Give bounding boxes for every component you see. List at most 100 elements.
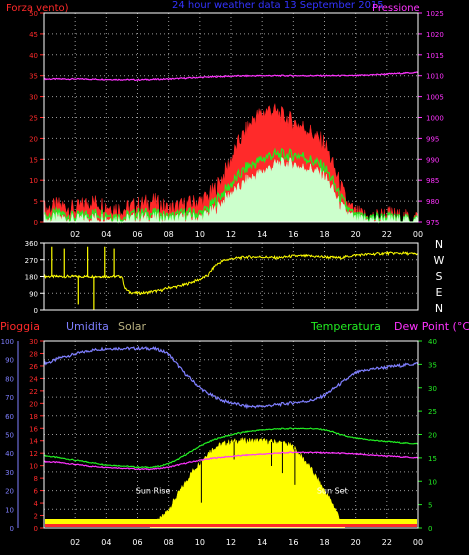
x-tick-label: 02	[70, 230, 80, 239]
series-solar	[149, 437, 346, 529]
x-tick-label: 10	[195, 538, 205, 547]
pressure-axis-label: Pressione	[372, 3, 420, 14]
temperature-tick-label: 0	[428, 525, 432, 533]
x-tick-label: 06	[132, 538, 142, 547]
compass-label: N	[435, 238, 443, 251]
humidity-tick-label: 70	[5, 394, 14, 402]
pressure-tick-label: 1010	[426, 73, 444, 81]
humidity-tick-label: 0	[10, 525, 14, 533]
rain-tick-label: 24	[29, 375, 38, 383]
direction-tick-label: 0	[34, 307, 38, 315]
x-tick-label: 04	[101, 230, 111, 239]
wind-tick-label: 20	[29, 135, 38, 143]
humidity-tick-label: 50	[5, 432, 14, 440]
rain-tick-label: 18	[29, 413, 38, 421]
rain-tick-label: 22	[29, 388, 38, 396]
wind-tick-label: 35	[29, 73, 38, 81]
series-humidity	[43, 345, 419, 410]
x-tick-label: 08	[164, 230, 174, 239]
rain-tick-label: 20	[29, 400, 38, 408]
series-avg_wind	[43, 147, 419, 224]
rain-tick-label: 2	[34, 513, 38, 521]
wind-tick-label: 25	[29, 115, 38, 123]
pressure-tick-label: 985	[426, 177, 439, 185]
humidity-tick-label: 40	[5, 450, 14, 458]
wind-tick-label: 30	[29, 94, 38, 102]
wind-speed-pressure-panel: 0510152025303540455097598098599099510001…	[29, 10, 444, 239]
x-tick-label: 06	[132, 230, 142, 239]
x-tick-label: 16	[288, 230, 298, 239]
rain-tick-label: 10	[29, 463, 38, 471]
compass-label: N	[435, 302, 443, 315]
wind-tick-label: 50	[29, 10, 38, 18]
pressure-tick-label: 1020	[426, 31, 444, 39]
x-tick-label: 00	[413, 230, 423, 239]
direction-tick-label: 270	[25, 257, 38, 265]
temperature-tick-label: 35	[428, 361, 437, 369]
pressure-tick-label: 980	[426, 198, 439, 206]
humidity-tick-label: 100	[1, 338, 14, 346]
humidity-tick-label: 20	[5, 488, 14, 496]
rain-tick-label: 26	[29, 363, 38, 371]
temperature-tick-label: 30	[428, 385, 437, 393]
pressure-tick-label: 1025	[426, 10, 444, 18]
pressure-tick-label: 995	[426, 135, 439, 143]
x-tick-label: 14	[257, 230, 267, 239]
pressure-tick-label: 975	[426, 219, 439, 227]
rain-tick-label: 0	[34, 525, 38, 533]
series-wind-direction	[43, 250, 419, 296]
series-temperature	[43, 427, 419, 469]
x-tick-label: 22	[382, 538, 392, 547]
rain-tick-label: 4	[34, 500, 39, 508]
x-tick-label: 08	[164, 538, 174, 547]
x-tick-label: 20	[351, 538, 361, 547]
pressure-tick-label: 1015	[426, 52, 444, 60]
direction-tick-label: 180	[25, 274, 38, 282]
series-pressure	[43, 71, 419, 82]
x-tick-label: 12	[226, 230, 236, 239]
temperature-tick-label: 5	[428, 502, 432, 510]
temperature-tick-label: 15	[428, 455, 437, 463]
temperature-humidity-solar-panel: 0102030405060708090100024681012141618202…	[1, 338, 437, 547]
x-tick-label: 04	[101, 538, 111, 547]
compass-label: E	[436, 286, 443, 299]
pressure-tick-label: 1000	[426, 115, 444, 123]
x-tick-label: 18	[319, 538, 329, 547]
legend-rain: Pioggia	[0, 320, 40, 333]
wind-tick-label: 0	[34, 219, 38, 227]
rain-tick-label: 8	[34, 475, 38, 483]
wind-axis-label: Forza vento)	[6, 3, 69, 14]
x-tick-label: 22	[382, 230, 392, 239]
x-tick-label: 12	[226, 538, 236, 547]
rain-tick-label: 16	[29, 425, 38, 433]
rain-tick-label: 14	[29, 438, 38, 446]
panel-frame	[43, 340, 419, 529]
humidity-tick-label: 10	[5, 506, 14, 514]
x-tick-label: 10	[195, 230, 205, 239]
legend-temperature: Temperatura	[310, 320, 381, 333]
wind-tick-label: 10	[29, 177, 38, 185]
humidity-tick-label: 90	[5, 357, 14, 365]
temperature-tick-label: 20	[428, 432, 437, 440]
panel-frame	[43, 12, 419, 223]
pressure-tick-label: 990	[426, 156, 439, 164]
pressure-tick-label: 1005	[426, 94, 444, 102]
temperature-tick-label: 40	[428, 338, 437, 346]
temperature-tick-label: 10	[428, 478, 437, 486]
x-tick-label: 02	[70, 538, 80, 547]
x-tick-label: 20	[351, 230, 361, 239]
rain-tick-label: 6	[34, 488, 39, 496]
chart-title: 24 hour weather data 13 September 2015	[172, 0, 384, 11]
rain-baseline-band	[45, 519, 417, 524]
annotation-label: Sun Set	[317, 487, 348, 496]
rain-tick-label: 28	[29, 350, 38, 358]
panel-frame	[43, 242, 419, 311]
humidity-tick-label: 60	[5, 413, 14, 421]
direction-tick-label: 360	[25, 240, 38, 248]
legend-dewpoint: Dew Point (°C)	[394, 320, 469, 333]
wind-tick-label: 5	[34, 198, 38, 206]
series-min_wind	[43, 157, 419, 223]
compass-label: S	[436, 270, 443, 283]
legend-solar: Solar	[118, 320, 147, 333]
